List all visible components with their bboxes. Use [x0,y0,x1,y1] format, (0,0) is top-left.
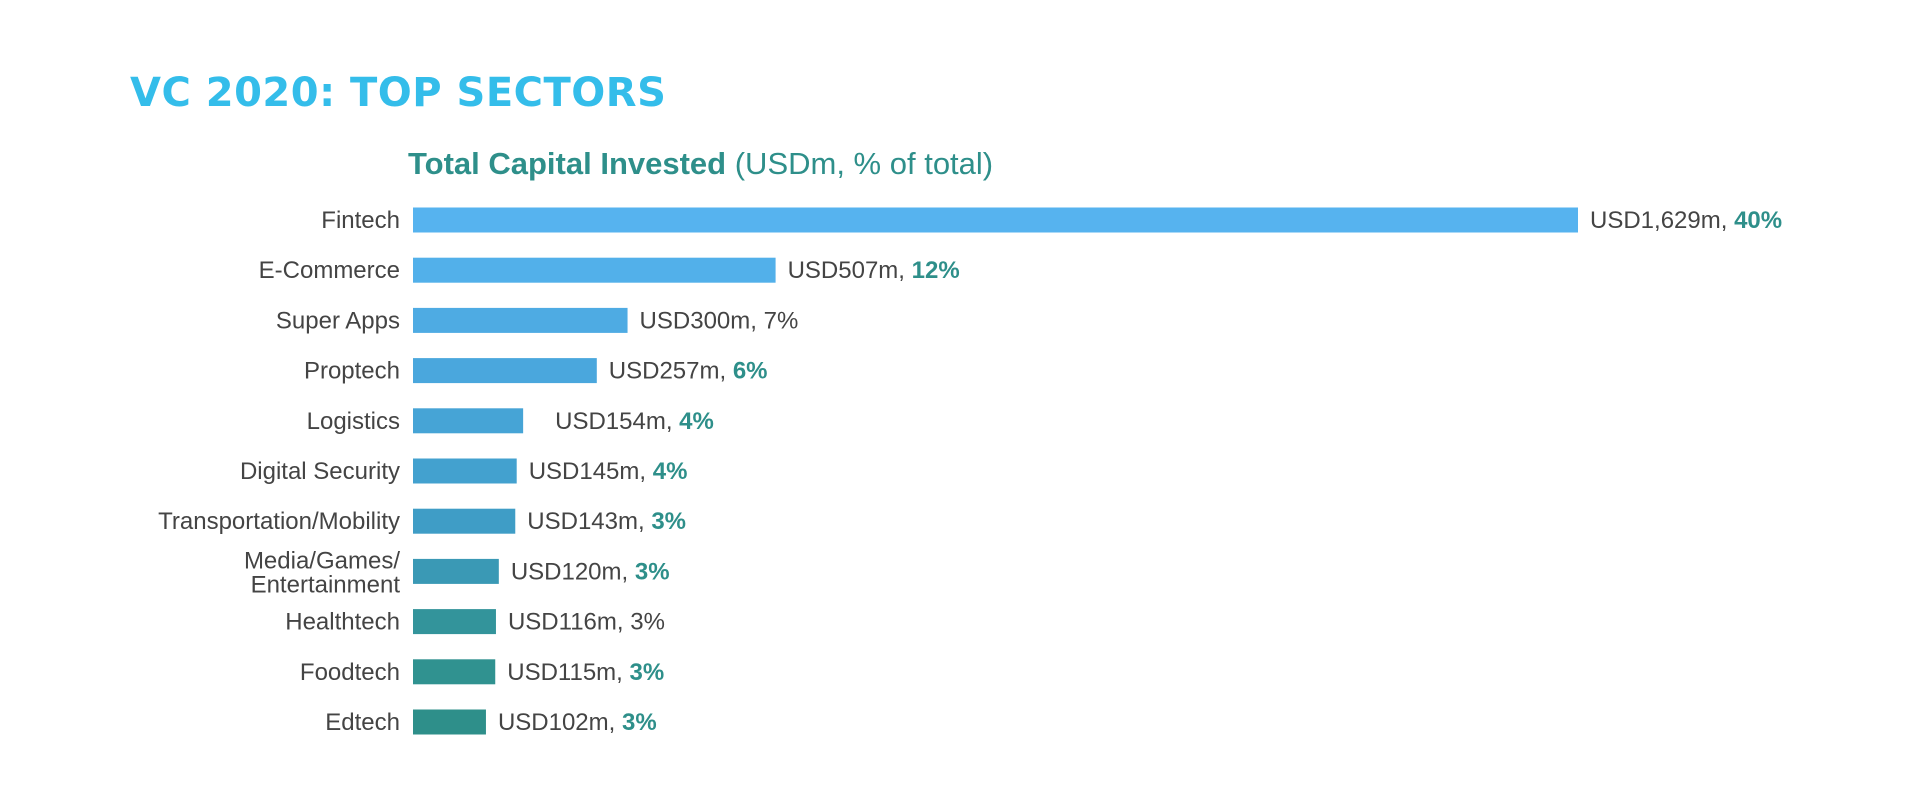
value-label: USD120m, 3% [511,558,670,585]
chart-title: Total Capital Invested (USDm, % of total… [408,146,993,182]
bar [413,257,776,283]
category-label: Foodtech [300,659,400,686]
percent-label: 6% [733,358,768,385]
value-label: USD300m, 7% [640,307,799,334]
percent-label: 3% [651,508,686,535]
category-label: Logistics [307,408,400,435]
category-label: Transportation/Mobility [158,508,400,535]
bar [413,307,628,333]
percent-label: 3% [630,659,665,686]
value-label: USD115m, 3% [507,659,664,686]
bar [413,408,524,434]
percent-label: 3% [622,709,657,736]
chart-subtitle: (USDm, % of total) [734,146,994,181]
value-label: USD145m, 4% [529,458,688,485]
percent-label: 7% [764,307,799,334]
page-title: VC 2020: TOP SECTORS [130,70,667,116]
bar [413,508,516,534]
percent-label: 4% [653,458,688,485]
category-label: E-Commerce [259,257,400,284]
category-label: Media/Games/Entertainment [244,547,400,598]
category-label: Edtech [325,709,400,736]
category-label: Healthtech [285,609,400,636]
value-label: USD257m, 6% [609,358,768,385]
category-label: Proptech [304,358,400,385]
category-label: Digital Security [240,458,400,485]
bar [413,207,1578,233]
bar [413,709,486,735]
percent-label: 40% [1734,207,1782,234]
value-label: USD507m, 12% [788,257,960,284]
bar [413,558,499,584]
percent-label: 3% [635,558,670,585]
value-label: USD116m, 3% [508,609,665,636]
value-label: USD1,629m, 40% [1590,207,1782,234]
percent-label: 4% [679,408,714,435]
percent-label: 12% [912,257,960,284]
value-label: USD154m, 4% [555,408,714,435]
bar [413,659,496,685]
value-label: USD143m, 3% [527,508,686,535]
chart-title-main: Total Capital Invested [408,146,727,181]
category-label: Fintech [321,207,400,234]
bar [413,458,517,484]
percent-label: 3% [630,609,665,636]
value-label: USD102m, 3% [498,709,657,736]
bar [413,609,496,635]
category-label: Super Apps [276,307,400,334]
bar [413,358,597,384]
